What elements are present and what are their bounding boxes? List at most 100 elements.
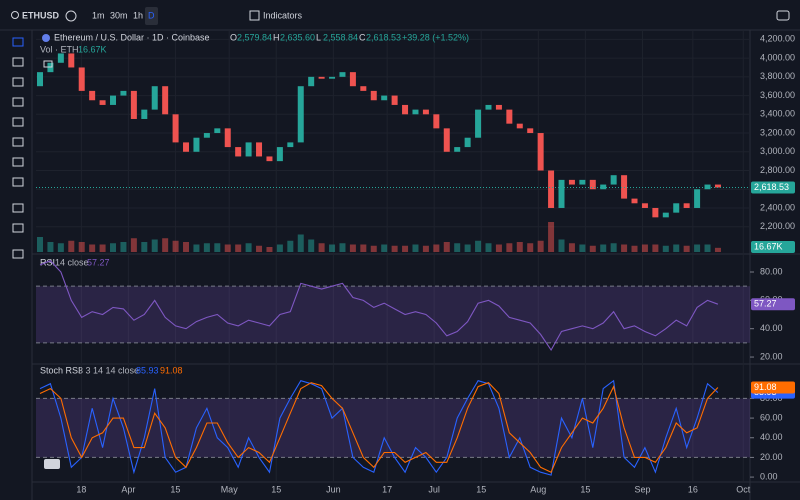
volume-tag-bg	[751, 241, 795, 253]
y-tick-label: 40.00	[760, 432, 783, 442]
y-tick-label: 0.00	[760, 471, 778, 481]
volume-bar	[141, 242, 148, 252]
tool-icon[interactable]	[12, 77, 24, 87]
candle	[183, 142, 190, 152]
candle	[329, 76, 336, 79]
symbol[interactable]: ETHUSD	[22, 10, 60, 20]
ohlc-value: 2,558.84	[323, 32, 358, 42]
pane-subtitle: 3 3 14 14 close	[78, 365, 139, 375]
pane-subtitle: 14 close	[55, 257, 89, 267]
candle	[130, 90, 137, 119]
candle	[89, 90, 96, 101]
tool-icon[interactable]	[12, 117, 24, 127]
volume-bar	[110, 243, 117, 252]
volume-bar	[704, 244, 711, 252]
candle	[558, 179, 565, 208]
band-fill	[36, 398, 750, 458]
x-tick-label: May	[221, 484, 239, 494]
volume-bar	[214, 243, 221, 252]
value-tag-bg	[751, 381, 795, 394]
volume-bar	[454, 243, 461, 252]
tool-icon[interactable]	[12, 57, 24, 67]
tool-icon[interactable]	[12, 177, 24, 187]
candle	[110, 95, 117, 105]
volume-bar	[443, 242, 450, 252]
volume-bar	[433, 244, 440, 252]
volume-bar	[683, 245, 690, 252]
indicator-line	[39, 382, 719, 473]
candle	[548, 170, 555, 208]
candle	[318, 76, 325, 79]
candle	[203, 133, 210, 138]
ohlc-key: L	[316, 32, 321, 42]
candle	[224, 128, 231, 148]
add-icon[interactable]	[65, 10, 77, 22]
interval[interactable]: 1h	[133, 10, 143, 20]
volume-bar	[120, 242, 127, 252]
volume-bar	[506, 243, 513, 252]
candle	[516, 123, 523, 129]
volume-bar	[287, 240, 294, 252]
pane-title: Stoch RSI	[40, 365, 81, 375]
symbol-icon	[42, 34, 50, 42]
tool-icon[interactable]	[12, 157, 24, 167]
volume-bar	[391, 245, 398, 252]
volume-bar	[422, 245, 429, 252]
interval[interactable]: 30m	[110, 10, 128, 20]
tool-icon[interactable]	[12, 203, 24, 213]
volume-bar	[78, 242, 85, 252]
volume-bar	[579, 244, 586, 252]
y-tick-label: 2,800.00	[760, 165, 795, 175]
tool-icon[interactable]	[12, 137, 24, 147]
search-icon[interactable]	[11, 11, 19, 19]
candle	[443, 128, 450, 152]
camera-icon[interactable]	[776, 10, 790, 21]
candle	[276, 147, 283, 162]
value-tag: 57.27	[754, 299, 777, 309]
candle	[454, 147, 461, 152]
tool-icon[interactable]	[12, 97, 24, 107]
volume-bar	[57, 243, 64, 252]
volume-bar	[610, 243, 617, 252]
x-tick-label: Sep	[634, 484, 650, 494]
y-tick-label: 40.00	[760, 323, 783, 333]
volume-bar	[47, 242, 54, 252]
value-tag-bg	[751, 298, 795, 311]
candle	[151, 86, 158, 110]
indicators-icon[interactable]	[249, 10, 260, 21]
interval[interactable]: D	[148, 10, 155, 20]
tool-icon[interactable]	[12, 37, 24, 47]
candle	[652, 207, 659, 218]
candle	[495, 104, 502, 110]
candle	[610, 175, 617, 185]
price-label: 2,618.53	[754, 182, 789, 192]
volume-bar	[266, 247, 273, 252]
y-tick-label: 3,800.00	[760, 71, 795, 81]
candle	[99, 100, 106, 105]
tool-icon[interactable]	[12, 249, 24, 259]
candle	[141, 109, 148, 119]
volume-bar	[203, 243, 210, 252]
interval[interactable]: 1m	[92, 10, 105, 20]
legend-value: 85.93	[136, 365, 159, 375]
y-tick-label: 60.00	[760, 412, 783, 422]
indicators-button[interactable]: Indicators	[263, 10, 303, 20]
volume-bar	[652, 244, 659, 252]
y-tick-label: 3,400.00	[760, 109, 795, 119]
tool-icon[interactable]	[12, 223, 24, 233]
volume-bar	[495, 244, 502, 252]
left-toolbar	[12, 30, 33, 500]
y-tick-label: 20.00	[760, 452, 783, 462]
volume-bar	[548, 222, 555, 252]
volume-bar	[621, 244, 628, 252]
candle	[68, 53, 75, 68]
volume-bar	[641, 244, 648, 252]
volume-bar	[276, 244, 283, 252]
volume-bar	[256, 245, 263, 252]
volume-value: 16.67K	[78, 44, 107, 54]
candle	[631, 198, 638, 204]
price-label-bg	[751, 181, 795, 194]
ohlc-key: C	[359, 32, 366, 42]
candle	[662, 212, 669, 218]
x-tick-label: 15	[580, 484, 590, 494]
